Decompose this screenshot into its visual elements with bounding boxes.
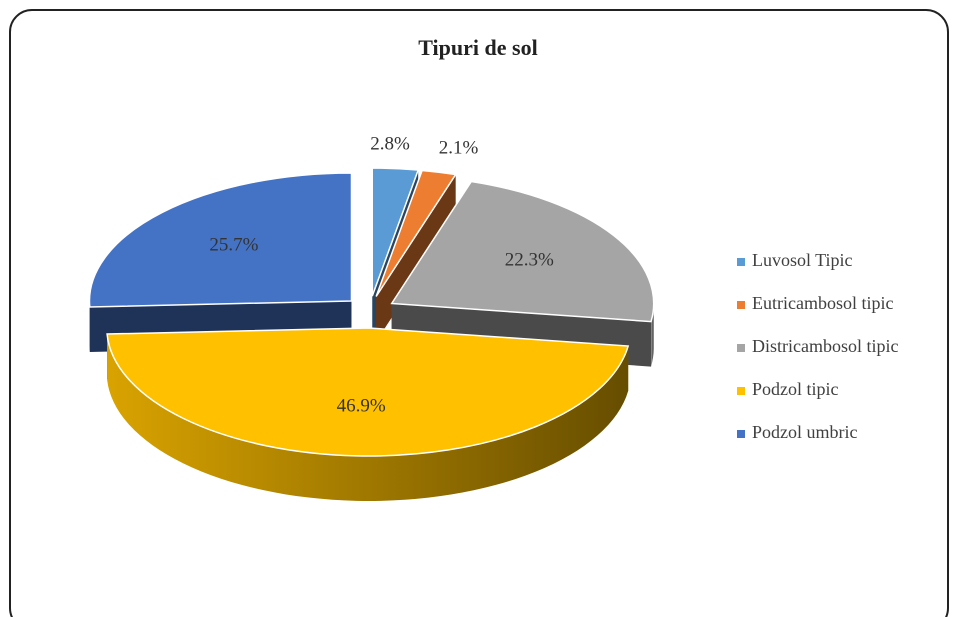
legend-label: Districambosol tipic	[752, 336, 898, 356]
slice	[390, 180, 655, 323]
chart-title: Tipuri de sol	[418, 35, 537, 60]
legend-label: Luvosol Tipic	[752, 250, 853, 270]
data-label: 25.7%	[209, 235, 258, 256]
data-label: 46.9%	[337, 396, 386, 417]
legend-label: Podzol tipic	[752, 379, 839, 399]
legend-marker	[737, 258, 745, 266]
legend-marker	[737, 301, 745, 309]
legend-marker	[737, 430, 745, 438]
legend-label: Eutricambosol tipic	[752, 293, 893, 313]
data-label: 2.1%	[439, 138, 479, 159]
legend-marker	[737, 344, 745, 352]
slice	[371, 167, 420, 297]
slice	[375, 169, 457, 297]
slice-side	[107, 334, 629, 501]
slice	[106, 327, 630, 457]
data-label: 2.8%	[370, 134, 410, 155]
data-label: 22.3%	[505, 250, 554, 271]
legend-marker	[737, 387, 745, 395]
slice	[88, 172, 353, 308]
legend-label: Podzol umbric	[752, 422, 858, 442]
